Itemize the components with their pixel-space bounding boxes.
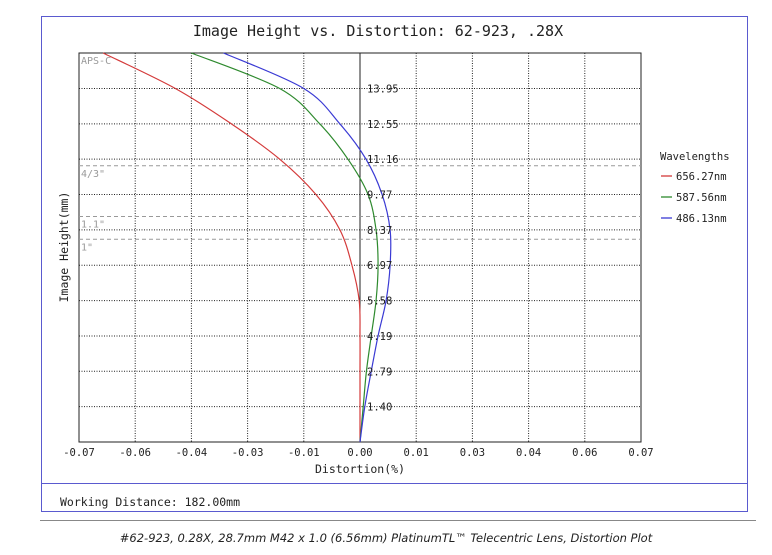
x-tick-labels: -0.07 -0.06 -0.04 -0.03 -0.01 0.00 0.01 0.03 0.0… [63, 447, 653, 459]
sensor-label: 4/3" [81, 169, 105, 180]
series-line-656.27nm [102, 52, 361, 442]
legend-entry: 486.13nm [676, 213, 727, 225]
x-tick-label: 0.07 [628, 447, 653, 459]
y-tick-label: 9.77 [367, 190, 392, 202]
plot-frame: Working Distance: 182.00mm [41, 16, 748, 512]
distortion-curves [102, 52, 392, 443]
legend: Wavelengths 656.27nm 587.56nm 486.13nm [660, 151, 730, 225]
sensor-size-lines: APS-C 4/3" 1.1" 1" [79, 56, 641, 253]
series-line-587.56nm [191, 52, 379, 443]
y-tick-label: 8.37 [367, 225, 392, 237]
legend-entry: 656.27nm [676, 171, 727, 183]
footer-divider [42, 483, 747, 484]
chart-title: Image Height vs. Distortion: 62-923, .28… [193, 22, 563, 40]
x-axis-label: Distortion(%) [315, 462, 405, 476]
x-tick-label: 0.01 [404, 447, 429, 459]
y-tick-label: 4.19 [367, 331, 392, 343]
series-line-486.13nm [223, 52, 392, 443]
y-tick-label: 11.16 [367, 154, 399, 166]
y-tick-labels: 1.40 2.79 4.19 5.58 6.97 8.37 9.77 11.16 12.55 13… [367, 83, 399, 413]
y-tick-label: 2.79 [367, 366, 392, 378]
x-tick-label: 0.06 [572, 447, 597, 459]
y-tick-label: 12.55 [367, 119, 399, 131]
sensor-label: 1" [81, 242, 93, 253]
y-axis-label: Image Height(mm) [57, 192, 71, 303]
x-tick-label: 0.04 [516, 447, 541, 459]
distortion-chart: Image Height vs. Distortion: 62-923, .28… [57, 22, 730, 476]
sensor-label: 1.1" [81, 219, 105, 230]
x-tick-label: 0.03 [460, 447, 485, 459]
y-tick-label: 5.58 [367, 296, 392, 308]
x-tick-label: 0.00 [347, 447, 372, 459]
x-tick-label: -0.03 [232, 447, 264, 459]
x-tick-label: -0.07 [63, 447, 95, 459]
legend-title: Wavelengths [660, 151, 730, 163]
x-tick-label: -0.04 [176, 447, 208, 459]
x-tick-label: -0.06 [119, 447, 151, 459]
y-tick-label: 13.95 [367, 83, 399, 95]
sensor-label: APS-C [81, 56, 111, 67]
x-tick-label: -0.01 [288, 447, 320, 459]
working-distance-label: Working Distance: 182.00mm [60, 495, 241, 509]
caption-divider [40, 520, 756, 521]
figure-caption: #62-923, 0.28X, 28.7mm M42 x 1.0 (6.56mm… [119, 531, 653, 545]
y-tick-label: 1.40 [367, 402, 392, 414]
legend-entry: 587.56nm [676, 192, 727, 204]
y-tick-label: 6.97 [367, 260, 392, 272]
